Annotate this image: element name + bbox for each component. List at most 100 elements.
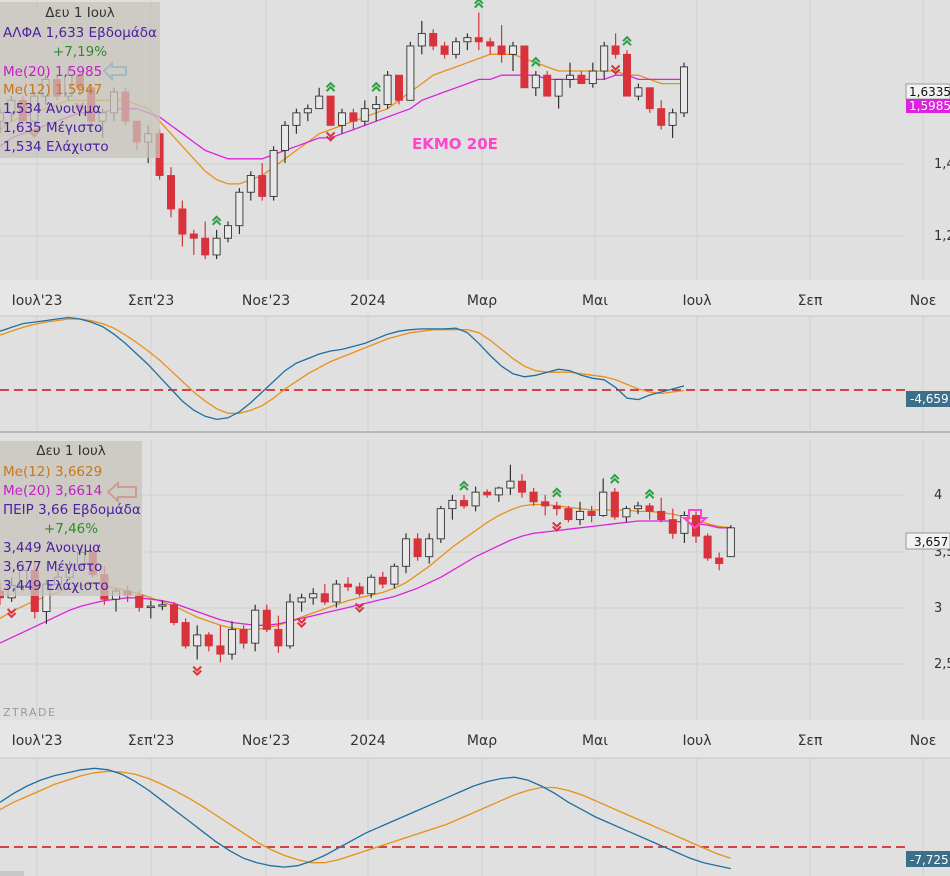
candle-body — [169, 604, 179, 623]
candle-body — [269, 149, 278, 197]
bull-candle — [554, 78, 563, 109]
bull-candle — [506, 464, 515, 495]
bear-candle — [204, 632, 213, 652]
bear-candle — [429, 29, 438, 51]
bear-candle — [258, 162, 267, 201]
bull-candle — [680, 62, 688, 118]
legend-name-price: ΠΕΙΡ 3,66 Εβδομάδα — [3, 502, 141, 518]
candle-body — [452, 41, 460, 55]
candle-body — [474, 37, 483, 43]
macd-tag-panel2: -7,725 — [906, 851, 950, 867]
candle-body — [497, 45, 506, 55]
bull-candle — [338, 108, 346, 134]
bear-candle — [520, 45, 529, 89]
bull-candle — [566, 62, 574, 88]
macd-panel2 — [0, 767, 732, 870]
bear-candle — [483, 489, 492, 498]
bull-candle — [531, 71, 540, 97]
candle-body — [315, 95, 324, 110]
candle-body — [554, 78, 563, 97]
bull-candle — [494, 486, 503, 502]
bear-candle — [564, 505, 573, 523]
candle-body — [413, 538, 422, 558]
bull-candle — [251, 604, 260, 652]
up-signal-icon — [325, 81, 336, 92]
candle-body — [251, 609, 260, 644]
candle-body — [135, 594, 144, 608]
legend-date: Δευ 1 Ιουλ — [45, 5, 115, 21]
candle-body — [520, 45, 529, 89]
candle-body — [274, 628, 283, 647]
bear-candle — [216, 625, 225, 663]
bear-candle — [715, 552, 724, 571]
candle-body — [599, 491, 608, 516]
candle-body — [668, 112, 677, 126]
legend-high: 3,677 Μέγιστο — [3, 559, 103, 575]
watermark: ZTRADE — [3, 706, 56, 719]
bull-candle — [360, 100, 369, 126]
bear-candle — [169, 601, 179, 626]
bull-candle — [224, 221, 232, 243]
candle-body — [486, 41, 495, 47]
legend-high: 1,635 Μέγιστο — [3, 120, 103, 136]
candle-body — [610, 491, 619, 518]
candle-body — [509, 45, 517, 55]
bull-candle — [383, 71, 392, 109]
candle-body — [623, 53, 631, 97]
bull-candle — [297, 593, 306, 612]
bull-candle — [332, 580, 341, 608]
bull-candle — [600, 41, 609, 80]
bull-candle — [588, 62, 597, 88]
candle-body — [440, 45, 449, 55]
x-tick-label: Νοε'23 — [242, 293, 290, 309]
legend-ma20: Me(20) 1,5985 — [3, 64, 103, 80]
candle-body — [390, 565, 399, 585]
candle-body — [167, 175, 175, 210]
candle-body — [189, 233, 198, 239]
bull-candle — [292, 108, 301, 134]
candle-body — [320, 593, 329, 603]
legend-ma12: Me(12) 1,5947 — [3, 82, 103, 98]
y-tick-label: 1,4 — [934, 157, 950, 172]
candle-body — [645, 87, 654, 110]
svg-text:-7,725: -7,725 — [910, 853, 949, 867]
candle-body — [471, 491, 480, 507]
pink-down-arrow-icon — [681, 509, 709, 530]
svg-text:-4,659: -4,659 — [910, 392, 949, 406]
bull-candle — [158, 600, 167, 611]
candle-body — [216, 645, 225, 655]
bull-candle — [634, 83, 643, 101]
down-signal-icon — [610, 64, 621, 75]
candle-body — [146, 605, 155, 609]
bear-candle — [239, 625, 248, 649]
candle-body — [715, 557, 724, 564]
legend-ma12: Me(12) 3,6629 — [3, 464, 103, 480]
bull-candle — [633, 501, 643, 515]
x-tick-label: Νοε'23 — [242, 733, 290, 749]
candle-body — [395, 74, 403, 101]
x-axis-strip-2 — [0, 720, 950, 758]
x-tick-label: Μαι — [582, 293, 608, 309]
legend-panel1: Δευ 1 Ιουλ ΑΛΦΑ 1,633 Εβδομάδα +7,19% Me… — [0, 2, 160, 158]
bear-candle — [178, 200, 187, 247]
bear-candle — [181, 618, 190, 649]
bull-candle — [509, 41, 517, 72]
bear-candle — [543, 71, 552, 97]
candle-body — [332, 583, 341, 603]
scrollbar-stub[interactable] — [0, 871, 24, 876]
candle-body — [680, 66, 688, 114]
bear-candle — [623, 50, 631, 97]
candle-body — [383, 74, 392, 105]
bull-candle — [227, 621, 237, 660]
candle-body — [297, 597, 306, 603]
bear-candle — [668, 508, 677, 539]
bull-candle — [285, 593, 295, 649]
y-tick-label: 1,2 — [934, 229, 950, 244]
macd-line — [0, 316, 685, 421]
down-signal-icon — [325, 131, 336, 142]
candle-body — [611, 45, 620, 55]
bull-candle — [726, 525, 735, 558]
candle-body — [309, 593, 318, 599]
bear-candle — [645, 87, 654, 113]
candle-body — [564, 508, 573, 521]
